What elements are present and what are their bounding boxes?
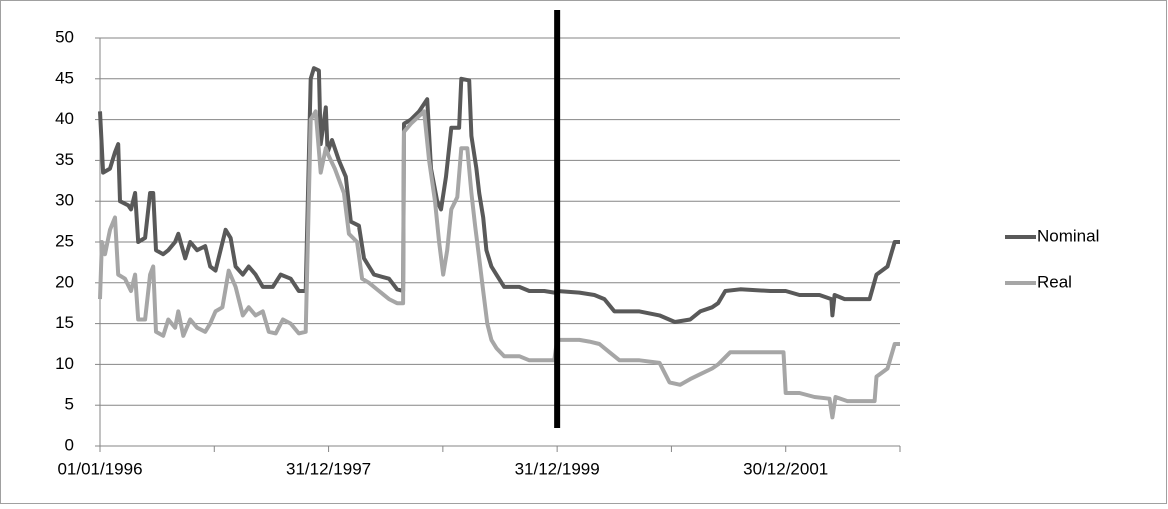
y-tick-label: 45 <box>55 68 74 87</box>
data-line <box>98 66 900 324</box>
y-tick-label: 25 <box>55 231 74 250</box>
y-tick-label: 5 <box>65 395 74 414</box>
y-tick-label: 30 <box>55 191 74 210</box>
x-tick-label: 01/01/1996 <box>57 459 142 478</box>
legend-label: Real <box>1037 272 1072 291</box>
x-tick-label: 30/12/2001 <box>743 459 828 478</box>
y-tick-label: 35 <box>55 150 74 169</box>
y-tick-label: 40 <box>55 109 74 128</box>
y-tick-label: 15 <box>55 313 74 332</box>
x-tick-label: 31/12/1997 <box>286 459 371 478</box>
y-tick-label: 0 <box>65 435 74 454</box>
x-tick-label: 31/12/1999 <box>515 459 600 478</box>
legend-label: Nominal <box>1037 226 1099 245</box>
y-tick-label: 50 <box>55 27 74 46</box>
y-tick-label: 10 <box>55 354 74 373</box>
data-line <box>98 109 900 420</box>
y-tick-label: 20 <box>55 272 74 291</box>
